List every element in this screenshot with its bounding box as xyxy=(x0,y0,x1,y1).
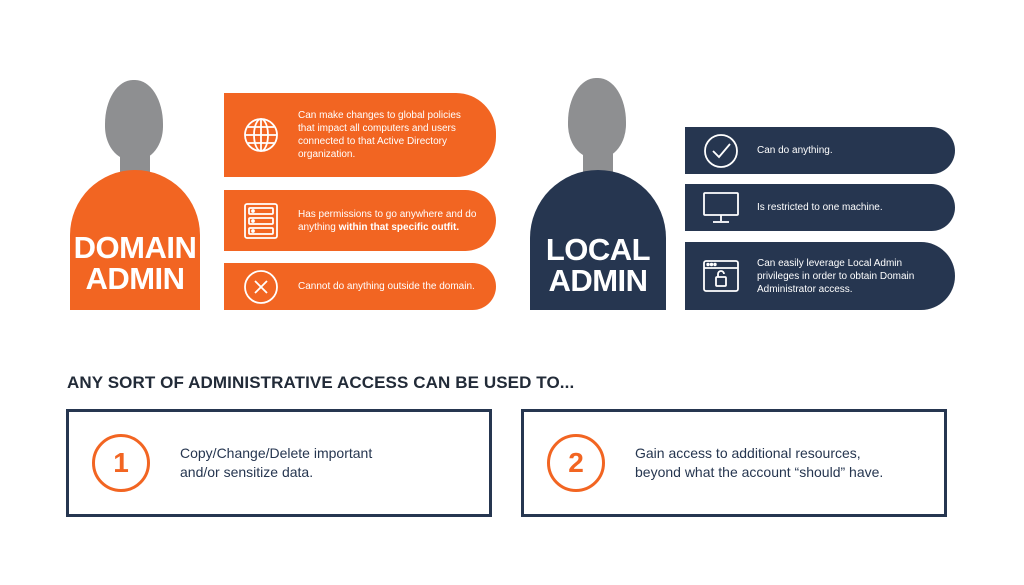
use-text-2-line1: Gain access to additional resources, xyxy=(635,445,861,462)
use-number-2: 2 xyxy=(547,434,605,492)
permissions-text-plain: Has permissions to go anywhere and do an… xyxy=(298,208,477,233)
domain-admin-label: DOMAIN ADMIN xyxy=(70,232,200,294)
use-number-1: 1 xyxy=(92,434,150,492)
local-admin-item-text: Is restricted to one machine. xyxy=(757,202,883,213)
local-admin-body xyxy=(530,170,666,310)
use-text-2-line2: beyond what the account “should” have. xyxy=(635,464,884,480)
x-circle-icon xyxy=(224,269,298,305)
use-text-2: Gain access to additional resources, bey… xyxy=(635,444,883,482)
server-icon xyxy=(224,202,298,240)
local-admin-figure: LOCAL ADMIN xyxy=(530,78,666,310)
globe-icon xyxy=(224,116,298,154)
local-admin-neck xyxy=(583,148,613,172)
domain-admin-item-outside-domain: Cannot do anything outside the domain. xyxy=(224,263,496,310)
domain-admin-label-line1: DOMAIN xyxy=(73,230,197,265)
local-admin-label-line2: ADMIN xyxy=(548,263,648,298)
local-admin-item-do-anything: Can do anything. xyxy=(685,127,955,174)
domain-admin-head xyxy=(105,80,163,160)
local-admin-head xyxy=(568,78,626,158)
local-admin-label: LOCAL ADMIN xyxy=(530,234,666,296)
domain-admin-figure: DOMAIN ADMIN xyxy=(70,80,200,310)
local-admin-item-text: Can do anything. xyxy=(757,145,833,156)
domain-admin-item-text: Cannot do anything outside the domain. xyxy=(298,281,475,292)
use-box-1: 1 Copy/Change/Delete important and/or se… xyxy=(66,409,492,517)
local-admin-item-leverage: Can easily leverage Local Admin privileg… xyxy=(685,242,955,310)
monitor-icon xyxy=(685,191,757,225)
domain-admin-label-line2: ADMIN xyxy=(85,261,185,296)
local-admin-item-text: Can easily leverage Local Admin privileg… xyxy=(757,257,915,295)
use-text-1: Copy/Change/Delete important and/or sens… xyxy=(180,444,372,482)
use-text-1-line2: and/or sensitize data. xyxy=(180,464,314,480)
permissions-text-bold: within that specific outfit. xyxy=(338,221,460,233)
domain-admin-item-text: Can make changes to global policies that… xyxy=(298,110,461,160)
use-text-1-line1: Copy/Change/Delete important xyxy=(180,445,373,462)
local-admin-label-line1: LOCAL xyxy=(545,232,651,267)
section-headline: ANY SORT OF ADMINISTRATIVE ACCESS CAN BE… xyxy=(67,373,575,392)
use-box-2: 2 Gain access to additional resources, b… xyxy=(521,409,947,517)
local-admin-item-one-machine: Is restricted to one machine. xyxy=(685,184,955,231)
domain-admin-body xyxy=(70,170,200,310)
domain-admin-item-permissions: Has permissions to go anywhere and do an… xyxy=(224,190,496,251)
check-circle-icon xyxy=(685,133,757,169)
domain-admin-item-global-policies: Can make changes to global policies that… xyxy=(224,93,496,177)
browser-lock-icon xyxy=(685,259,757,293)
domain-admin-item-text: Has permissions to go anywhere and do an… xyxy=(298,208,483,234)
